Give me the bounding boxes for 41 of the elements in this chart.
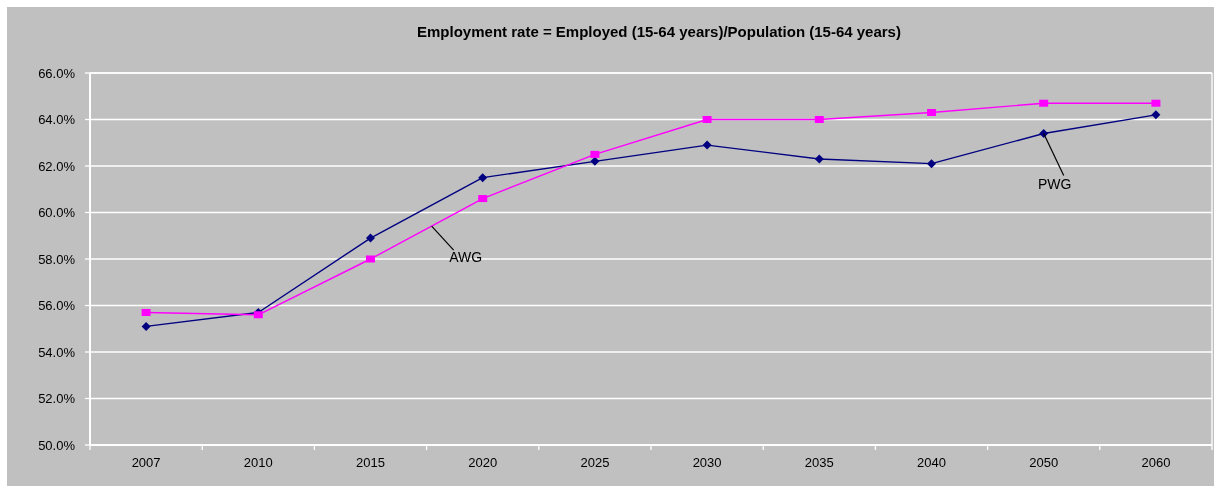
y-tick-label: 66.0% xyxy=(38,65,76,81)
point xyxy=(366,233,375,243)
y-tick-label: 54.0% xyxy=(38,344,76,360)
point xyxy=(590,150,600,158)
point xyxy=(927,109,936,117)
point xyxy=(1039,128,1049,138)
chart-title: Employment rate = Employed (15-64 years)/Population (15-64 years) xyxy=(417,23,901,40)
point xyxy=(366,255,375,263)
point xyxy=(927,159,936,169)
y-tick-label: 62.0% xyxy=(38,158,76,174)
y-tick-label: 64.0% xyxy=(38,112,76,128)
x-tick-label: 2025 xyxy=(580,455,610,470)
point xyxy=(590,156,600,166)
point xyxy=(814,116,824,123)
x-tick-label: 2015 xyxy=(356,455,385,470)
x-tick-label: 2007 xyxy=(131,455,161,470)
y-tick-label: 58.0% xyxy=(38,251,76,267)
x-tick-label: 2035 xyxy=(804,455,834,470)
point xyxy=(1151,99,1161,107)
point xyxy=(1039,99,1049,107)
point xyxy=(1151,110,1161,120)
y-tick-label: 60.0% xyxy=(38,205,76,221)
point xyxy=(702,116,712,123)
point xyxy=(141,308,151,316)
point xyxy=(478,195,488,203)
x-tick-label: 2020 xyxy=(468,455,498,470)
x-tick-label: 2010 xyxy=(243,455,273,470)
text: AWG xyxy=(449,249,483,266)
y-tick-label: 52.0% xyxy=(38,391,76,407)
y-tick-label: 56.0% xyxy=(38,298,76,314)
x-tick-label: 2050 xyxy=(1029,455,1059,470)
text: PWG xyxy=(1037,176,1072,193)
point xyxy=(814,154,824,164)
x-tick-label: 2040 xyxy=(917,455,946,470)
point xyxy=(253,311,263,319)
point xyxy=(141,321,151,331)
x-tick-label: 2030 xyxy=(692,455,722,470)
point xyxy=(478,173,488,183)
point xyxy=(702,140,712,150)
x-tick-label: 2060 xyxy=(1141,455,1171,470)
y-tick-label: 50.0% xyxy=(38,437,76,453)
